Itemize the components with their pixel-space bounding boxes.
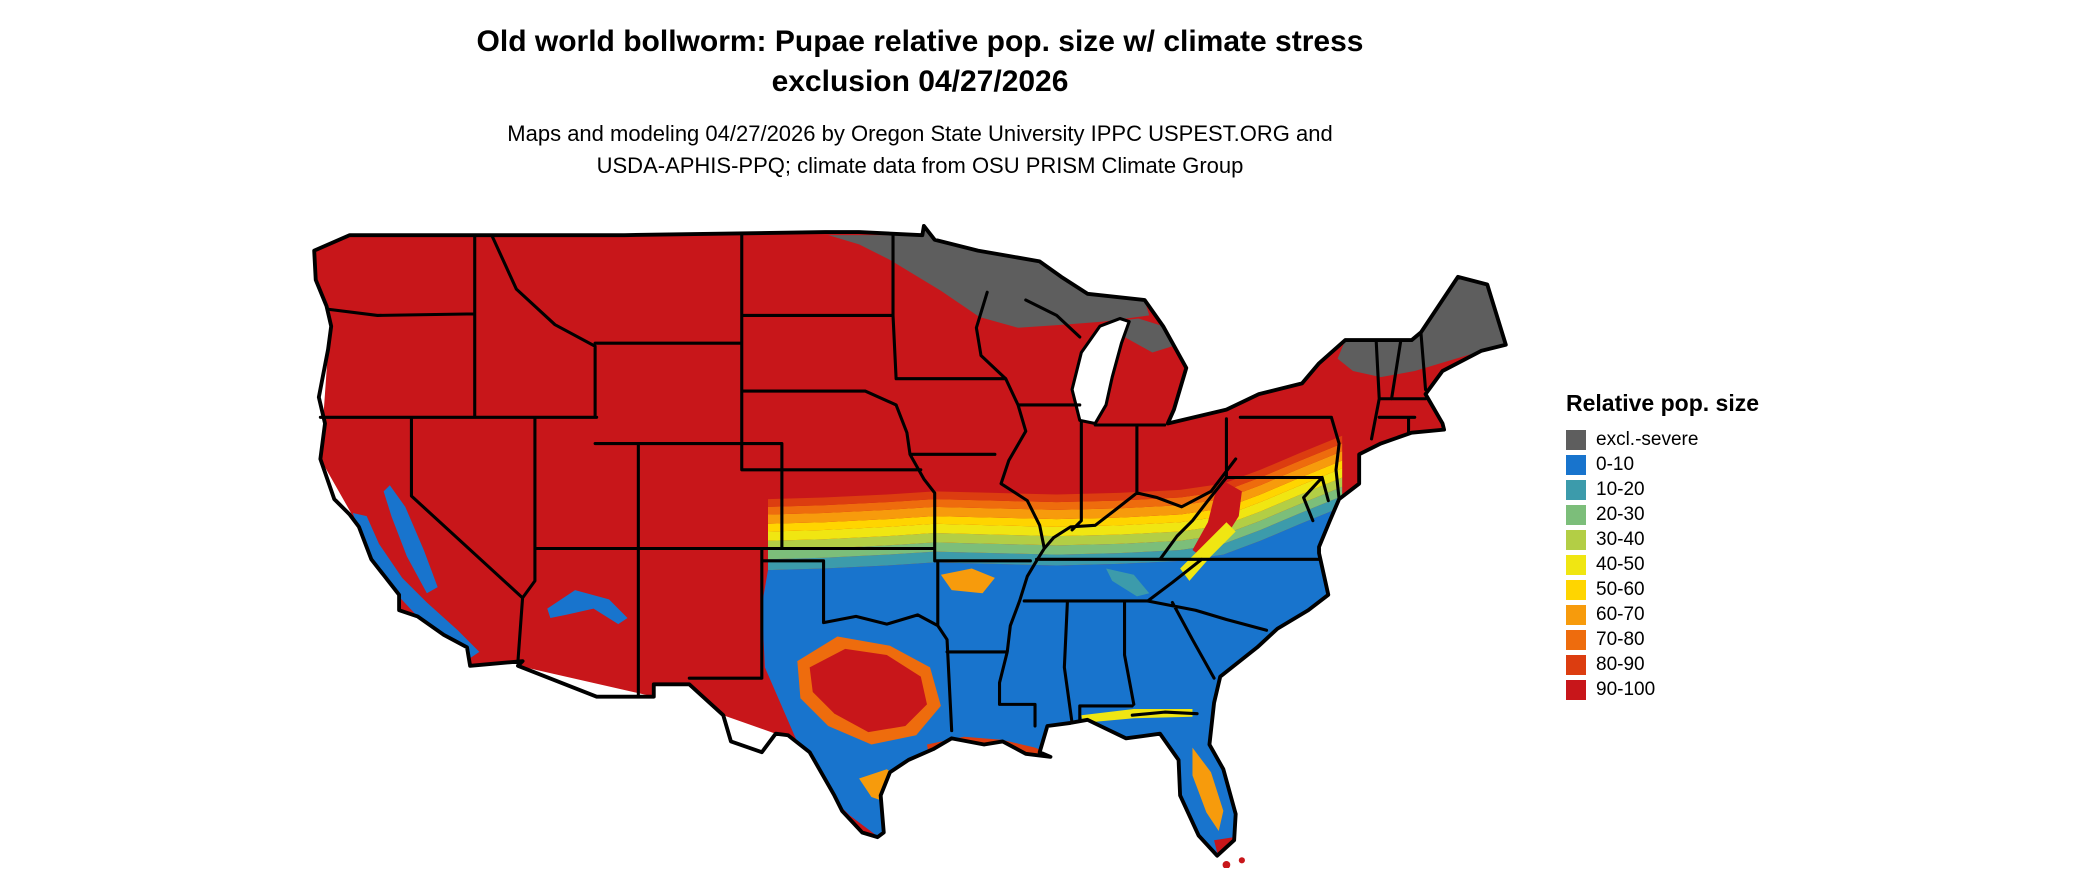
map-patch-cumberland-plateau: [1106, 568, 1150, 597]
map-band-80-90: [767, 435, 1343, 507]
us-map: [300, 212, 1520, 873]
map-title-line2: exclusion 04/27/2026: [771, 65, 1069, 98]
map-patch-appalachians: [1192, 479, 1242, 560]
legend-swatch-10-20: [1566, 479, 1586, 500]
legend-swatch-30-40: [1566, 529, 1586, 550]
legend-label-30-40: 30-40: [1596, 529, 1645, 550]
map-title-line1: Old world bollworm: Pupae relative pop. …: [476, 25, 1364, 58]
legend-row-10-20: 10-20: [1566, 477, 1759, 502]
legend-row-90-100: 90-100: [1566, 677, 1759, 702]
legend-row-60-70: 60-70: [1566, 602, 1759, 627]
legend-swatch-0-10: [1566, 454, 1586, 475]
legend-row-30-40: 30-40: [1566, 527, 1759, 552]
map-florida-keys: [1222, 861, 1231, 869]
legend-row-50-60: 50-60: [1566, 577, 1759, 602]
legend-row-40-50: 40-50: [1566, 552, 1759, 577]
legend-title: Relative pop. size: [1566, 390, 1760, 416]
legend-row-70-80: 70-80: [1566, 627, 1759, 652]
legend-row-80-90: 80-90: [1566, 652, 1759, 677]
legend-swatch-90-100: [1566, 679, 1586, 700]
legend-items: excl.-severe 0-10 10-20 20-30 30-40 40-50 50-6…: [1566, 427, 1759, 702]
map-subtitle-line1: Maps and modeling 04/27/2026 by Oregon S…: [507, 121, 1333, 146]
legend-row-0-10: 0-10: [1566, 452, 1759, 477]
map-patch-california-coast: [352, 512, 480, 659]
map-zone-exclusion-upper-midwest: [828, 225, 1150, 328]
legend-label-90-100: 90-100: [1596, 679, 1656, 700]
legend-label-0-10: 0-10: [1596, 454, 1635, 475]
map-patch-central-valley: [383, 485, 438, 594]
map-patch-texas-hill-country: [809, 648, 927, 733]
legend-swatch-60-70: [1566, 604, 1586, 625]
legend-row-excl: excl.-severe: [1566, 427, 1759, 452]
state-borders: [318, 233, 1428, 733]
legend-row-20-30: 20-30: [1566, 502, 1759, 527]
map-patch-florida-ridge: [1192, 747, 1224, 831]
map-zone-exclusion-northeast: [1337, 276, 1506, 378]
legend-swatch-20-30: [1566, 504, 1586, 525]
legend-label-80-90: 80-90: [1596, 654, 1645, 675]
map-florida-keys: [1238, 857, 1245, 864]
us-map-svg: [312, 223, 1508, 869]
legend-label-10-20: 10-20: [1596, 479, 1645, 500]
legend-swatch-80-90: [1566, 654, 1586, 675]
legend-swatch-40-50: [1566, 554, 1586, 575]
map-patch-ozarks: [940, 568, 995, 594]
legend-swatch-70-80: [1566, 629, 1586, 650]
legend-label-excl: excl.-severe: [1596, 429, 1699, 450]
legend-label-70-80: 70-80: [1596, 629, 1645, 650]
map-header: Old world bollworm: Pupae relative pop. …: [320, 22, 1520, 182]
us-outline: [312, 223, 1508, 858]
legend-label-20-30: 20-30: [1596, 504, 1645, 525]
map-band-30-40: [767, 477, 1343, 551]
map-band-40-50: [767, 468, 1343, 541]
map-subtitle: Maps and modeling 04/27/2026 by Oregon S…: [320, 118, 1520, 182]
legend: Relative pop. size excl.-severe 0-10 10-20…: [1566, 390, 1759, 702]
legend-swatch-excl: [1566, 429, 1586, 450]
legend-label-60-70: 60-70: [1596, 604, 1645, 625]
legend-label-40-50: 40-50: [1596, 554, 1645, 575]
map-patch-arizona-mogollon: [547, 590, 628, 625]
map-subtitle-line2: USDA-APHIS-PPQ; climate data from OSU PR…: [596, 153, 1244, 178]
legend-swatch-50-60: [1566, 579, 1586, 600]
map-band-60-70: [767, 451, 1343, 524]
legend-label-50-60: 50-60: [1596, 579, 1645, 600]
